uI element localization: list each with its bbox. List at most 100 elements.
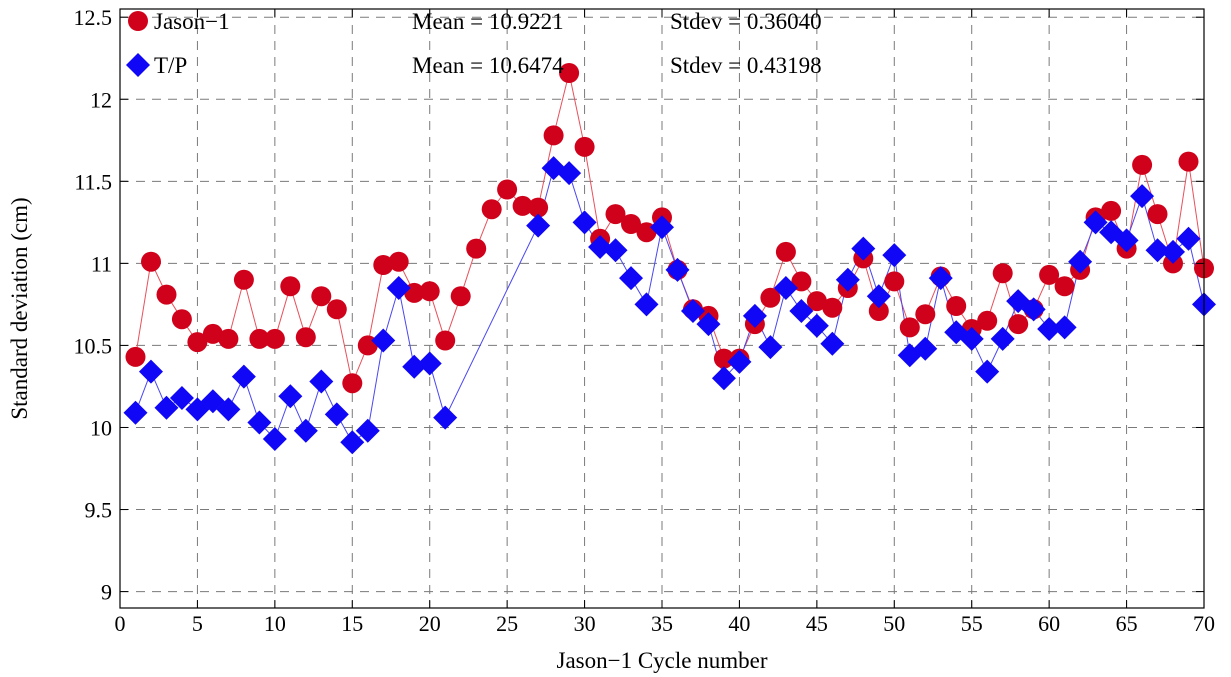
point-t-p bbox=[278, 384, 303, 409]
x-tick-label: 25 bbox=[496, 611, 518, 636]
point-jason-1 bbox=[249, 328, 270, 349]
point-jason-1 bbox=[605, 204, 626, 225]
point-t-p bbox=[138, 359, 163, 384]
point-jason-1 bbox=[806, 291, 827, 312]
stat-stdev-tp: Stdev = 0.43198 bbox=[670, 53, 822, 78]
point-t-p bbox=[866, 284, 891, 309]
point-jason-1 bbox=[466, 238, 487, 259]
point-t-p bbox=[820, 331, 845, 356]
point-jason-1 bbox=[450, 286, 471, 307]
point-t-p bbox=[634, 292, 659, 317]
point-t-p bbox=[262, 426, 287, 451]
point-jason-1 bbox=[280, 276, 301, 297]
point-jason-1 bbox=[899, 317, 920, 338]
point-t-p bbox=[727, 349, 752, 374]
x-tick-label: 50 bbox=[883, 611, 905, 636]
point-t-p bbox=[1145, 238, 1170, 263]
point-t-p bbox=[1161, 239, 1186, 264]
x-tick-label: 0 bbox=[115, 611, 126, 636]
point-t-p bbox=[696, 312, 721, 337]
point-t-p bbox=[169, 385, 194, 410]
point-t-p bbox=[742, 303, 767, 328]
point-jason-1 bbox=[326, 299, 347, 320]
y-tick-label: 9.5 bbox=[85, 498, 113, 523]
series-lines bbox=[135, 72, 1205, 443]
x-tick-label: 60 bbox=[1038, 611, 1060, 636]
point-jason-1 bbox=[1054, 276, 1075, 297]
point-t-p bbox=[371, 328, 396, 353]
point-t-p bbox=[572, 210, 597, 235]
point-t-p bbox=[851, 236, 876, 261]
point-t-p bbox=[990, 326, 1015, 351]
y-tick-label: 11 bbox=[91, 251, 112, 276]
point-jason-1 bbox=[435, 330, 456, 351]
point-t-p bbox=[665, 257, 690, 282]
point-jason-1 bbox=[713, 348, 734, 369]
point-t-p bbox=[402, 354, 427, 379]
point-t-p bbox=[913, 336, 938, 361]
point-t-p bbox=[619, 266, 644, 291]
point-t-p bbox=[247, 410, 272, 435]
stat-stdev-jason-1: Stdev = 0.36040 bbox=[670, 9, 822, 34]
legend-label-jason-1: Jason−1 bbox=[154, 9, 230, 34]
x-tick-label: 30 bbox=[574, 611, 596, 636]
x-tick-label: 15 bbox=[341, 611, 363, 636]
x-tick-label: 35 bbox=[651, 611, 673, 636]
point-t-p bbox=[154, 395, 179, 420]
point-t-p bbox=[433, 405, 458, 430]
point-t-p bbox=[1052, 315, 1077, 340]
y-tick-label: 10.5 bbox=[74, 333, 113, 358]
point-jason-1 bbox=[574, 136, 595, 157]
point-t-p bbox=[1114, 228, 1139, 253]
point-jason-1 bbox=[373, 255, 394, 275]
point-jason-1 bbox=[884, 271, 905, 292]
point-jason-1 bbox=[946, 296, 967, 316]
point-t-p bbox=[835, 267, 860, 292]
point-t-p bbox=[603, 238, 628, 263]
tick-labels: 0 5 10 15 20 25 30 35 40 45 50 55 60 65 70 9 9.5 10 10.5 11… bbox=[74, 5, 1216, 636]
point-t-p bbox=[1083, 210, 1108, 235]
point-jason-1 bbox=[822, 297, 843, 318]
point-t-p bbox=[1021, 297, 1046, 322]
point-t-p bbox=[789, 298, 814, 323]
point-jason-1 bbox=[187, 332, 208, 353]
point-t-p bbox=[1176, 226, 1201, 251]
point-t-p bbox=[588, 234, 613, 259]
point-t-p bbox=[123, 400, 148, 425]
point-t-p bbox=[804, 313, 829, 338]
point-jason-1 bbox=[202, 323, 223, 344]
y-tick-label: 11.5 bbox=[74, 169, 112, 194]
point-jason-1 bbox=[791, 271, 812, 292]
y-axis-label: Standard deviation (cm) bbox=[7, 197, 32, 419]
point-jason-1 bbox=[388, 251, 409, 272]
point-jason-1 bbox=[171, 309, 192, 330]
point-t-p bbox=[293, 418, 318, 443]
point-jason-1 bbox=[1101, 200, 1122, 221]
point-t-p bbox=[1068, 249, 1093, 274]
x-tick-label: 65 bbox=[1116, 611, 1138, 636]
point-jason-1 bbox=[1147, 204, 1168, 225]
point-t-p bbox=[650, 215, 674, 240]
point-t-p bbox=[975, 359, 1000, 384]
point-jason-1 bbox=[342, 373, 363, 394]
point-jason-1 bbox=[311, 286, 332, 307]
point-jason-1 bbox=[125, 346, 146, 367]
point-t-p bbox=[309, 369, 334, 394]
point-t-p bbox=[386, 275, 411, 300]
point-t-p bbox=[1037, 317, 1062, 342]
point-jason-1 bbox=[264, 328, 285, 349]
point-t-p bbox=[711, 366, 736, 391]
x-tick-label: 55 bbox=[961, 611, 983, 636]
point-jason-1 bbox=[992, 263, 1013, 284]
point-jason-1 bbox=[141, 251, 161, 272]
point-jason-1 bbox=[543, 125, 564, 146]
point-jason-1 bbox=[1178, 151, 1199, 172]
point-jason-1 bbox=[233, 269, 254, 290]
x-axis-label: Jason−1 Cycle number bbox=[557, 648, 768, 673]
point-jason-1 bbox=[497, 179, 518, 200]
point-t-p bbox=[417, 351, 442, 376]
legend-marker-jason-1 bbox=[128, 11, 148, 31]
point-t-p bbox=[355, 418, 380, 443]
point-t-p bbox=[882, 243, 907, 268]
